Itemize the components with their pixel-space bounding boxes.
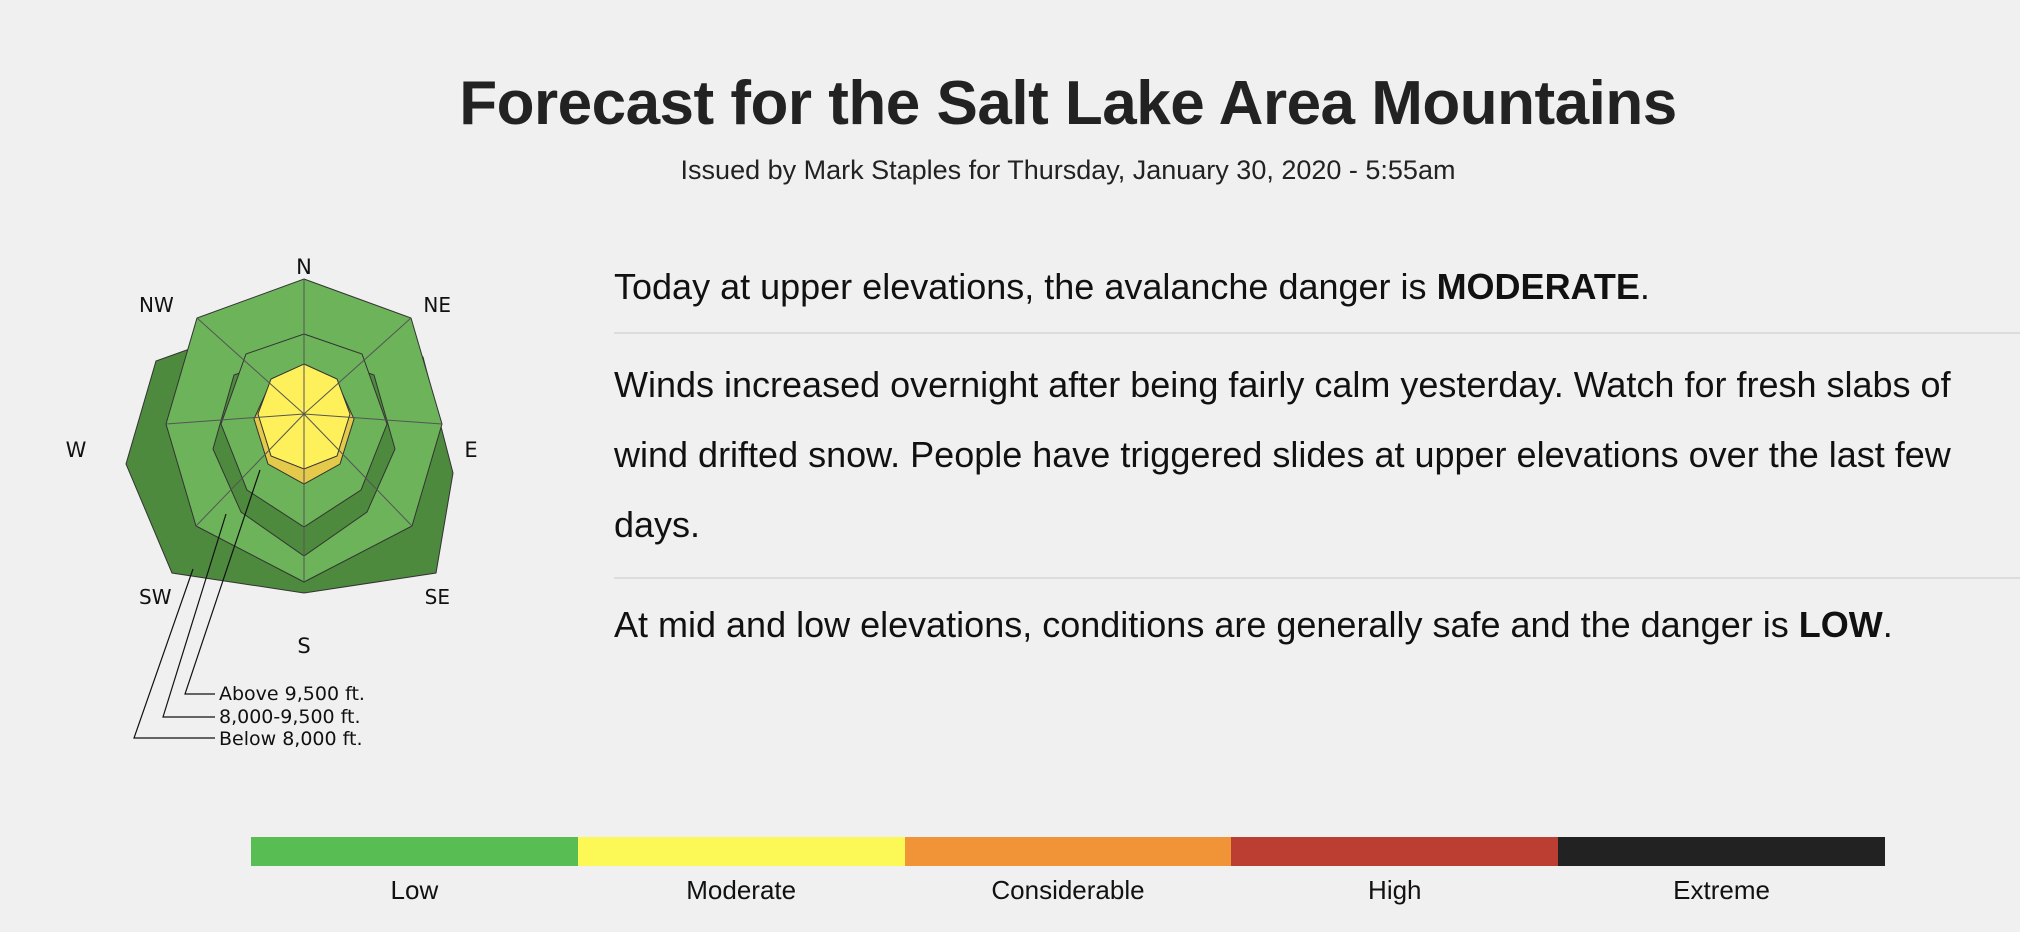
- upper-statement-end: .: [1639, 266, 1650, 307]
- header: Forecast for the Salt Lake Area Mountain…: [0, 66, 2020, 186]
- legend-below-8000: Below 8,000 ft.: [219, 728, 362, 750]
- scale-label-extreme: Extreme: [1673, 875, 1770, 905]
- compass-ne: NE: [423, 293, 451, 317]
- issued-by-line: Issued by Mark Staples for Thursday, Jan…: [680, 155, 1456, 185]
- forecast-summary: Today at upper elevations, the avalanche…: [614, 245, 2020, 660]
- lower-elevation-statement: At mid and low elevations, conditions ar…: [614, 579, 2020, 660]
- page-title: Forecast for the Salt Lake Area Mountain…: [459, 69, 1677, 138]
- compass-e: E: [464, 438, 477, 462]
- compass-w: W: [66, 438, 87, 462]
- scale-label-moderate: Moderate: [686, 875, 797, 905]
- upper-elevation-statement: Today at upper elevations, the avalanche…: [614, 245, 2020, 334]
- compass-se: SE: [425, 585, 450, 609]
- lower-danger-rating: LOW: [1798, 604, 1883, 645]
- compass-s: S: [297, 634, 310, 658]
- lower-statement-text: At mid and low elevations, conditions ar…: [614, 604, 1799, 645]
- scale-label-low: Low: [390, 875, 439, 905]
- danger-scale-labels: Low Moderate Considerable High Extreme: [251, 873, 1885, 907]
- scale-swatch-high: [1231, 837, 1559, 866]
- discussion-text: Winds increased overnight after being fa…: [614, 334, 2020, 579]
- legend-above-9500: Above 9,500 ft.: [219, 683, 365, 705]
- compass-sw: SW: [139, 585, 172, 609]
- danger-rose: N NE E SE S SW W NW Above 9,500 ft. 8,00…: [66, 255, 478, 750]
- scale-label-high: High: [1368, 875, 1422, 905]
- legend-leader-lines: [133, 469, 261, 739]
- danger-scale: Low Moderate Considerable High Extreme: [251, 837, 1885, 907]
- compass-nw: NW: [139, 293, 174, 317]
- scale-swatch-moderate: [577, 837, 905, 866]
- compass-n: N: [296, 255, 312, 279]
- scale-label-considerable: Considerable: [991, 875, 1145, 905]
- legend-8000-9500: 8,000-9,500 ft.: [219, 706, 361, 728]
- lower-statement-end: .: [1882, 604, 1893, 645]
- scale-swatch-extreme: [1558, 837, 1885, 866]
- upper-danger-rating: MODERATE: [1436, 266, 1640, 307]
- danger-scale-bar: [251, 837, 1885, 866]
- upper-statement-text: Today at upper elevations, the avalanche…: [614, 266, 1437, 307]
- sector-spokes: [165, 279, 443, 582]
- scale-swatch-considerable: [904, 837, 1232, 866]
- scale-swatch-low: [251, 837, 578, 866]
